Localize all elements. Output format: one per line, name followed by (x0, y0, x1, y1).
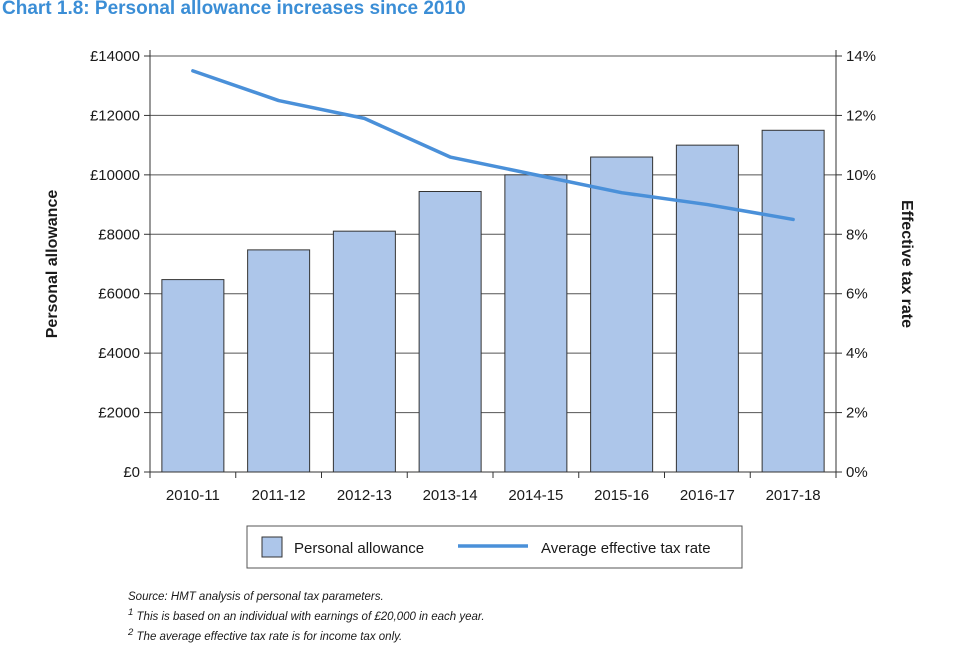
left-axis-ticks: £0 £2000 £4000 £6000 £8000 £10000 £12000 £14000 (90, 48, 150, 481)
footnote-1: 1 This is based on an individual with ea… (128, 605, 485, 625)
legend-label-tax-rate: Average effective tax rate (541, 540, 711, 557)
x-tick-label: 2013-14 (423, 487, 478, 504)
bar-2015-16 (590, 156, 654, 473)
x-tick-label: 2015-16 (594, 487, 649, 504)
right-tick-label: 6% (846, 286, 868, 303)
x-axis-ticks: 2010-11 2011-12 2012-13 2013-14 2014-15 2015-… (149, 472, 837, 504)
right-tick-label: 8% (846, 226, 868, 243)
chart-notes: Source: HMT analysis of personal tax par… (128, 590, 485, 645)
footnote-2-mark: 2 (128, 626, 134, 638)
right-tick-label: 12% (846, 107, 876, 124)
left-tick-label: £8000 (98, 226, 140, 243)
right-tick-label: 14% (846, 48, 876, 65)
footnote-1-text: This is based on an individual with earn… (133, 610, 485, 623)
x-tick-label: 2011-12 (252, 487, 306, 504)
left-tick-label: £10000 (90, 167, 140, 184)
y2-axis-label: Effective tax rate (898, 200, 915, 328)
footnote-2: 2 The average effective tax rate is for … (128, 625, 485, 645)
chart-title: Chart 1.8: Personal allowance increases … (2, 0, 466, 19)
left-tick-label: £6000 (98, 286, 140, 303)
bars (161, 129, 825, 473)
x-tick-label: 2014-15 (508, 487, 563, 504)
left-tick-label: £12000 (90, 107, 140, 124)
tax-rate-series-line (191, 69, 795, 222)
source-note: Source: HMT analysis of personal tax par… (128, 591, 384, 603)
right-tick-label: 2% (846, 405, 868, 422)
bar-2016-17 (675, 144, 739, 473)
right-tick-label: 4% (846, 345, 868, 362)
x-tick-label: 2017-18 (766, 487, 821, 504)
x-tick-label: 2010-11 (166, 487, 220, 504)
right-axis-ticks: 0% 2% 4% 6% 8% 10% 12% 14% (836, 48, 876, 481)
right-tick-label: 0% (846, 464, 868, 481)
bar-2013-14 (418, 190, 482, 473)
bar-2010-11 (161, 279, 225, 473)
bar-2014-15 (504, 174, 568, 473)
left-tick-label: £4000 (98, 345, 140, 362)
x-tick-label: 2016-17 (680, 487, 735, 504)
bar-2017-18 (761, 129, 825, 473)
left-tick-label: £0 (123, 464, 140, 481)
legend-bar-swatch (261, 536, 283, 558)
left-tick-label: £14000 (90, 48, 140, 65)
y-axis-label: Personal allowance (44, 190, 61, 339)
legend: Personal allowance Average effective tax… (246, 525, 743, 569)
tax-rate-line (191, 69, 795, 222)
x-tick-label: 2012-13 (337, 487, 392, 504)
left-tick-label: £2000 (98, 405, 140, 422)
bar-2011-12 (247, 249, 311, 473)
right-tick-label: 10% (846, 167, 876, 184)
legend-label-personal-allowance: Personal allowance (294, 540, 424, 557)
footnote-1-mark: 1 (128, 607, 134, 618)
footnote-2-text: The average effective tax rate is for in… (133, 630, 403, 643)
bar-2012-13 (332, 230, 396, 473)
